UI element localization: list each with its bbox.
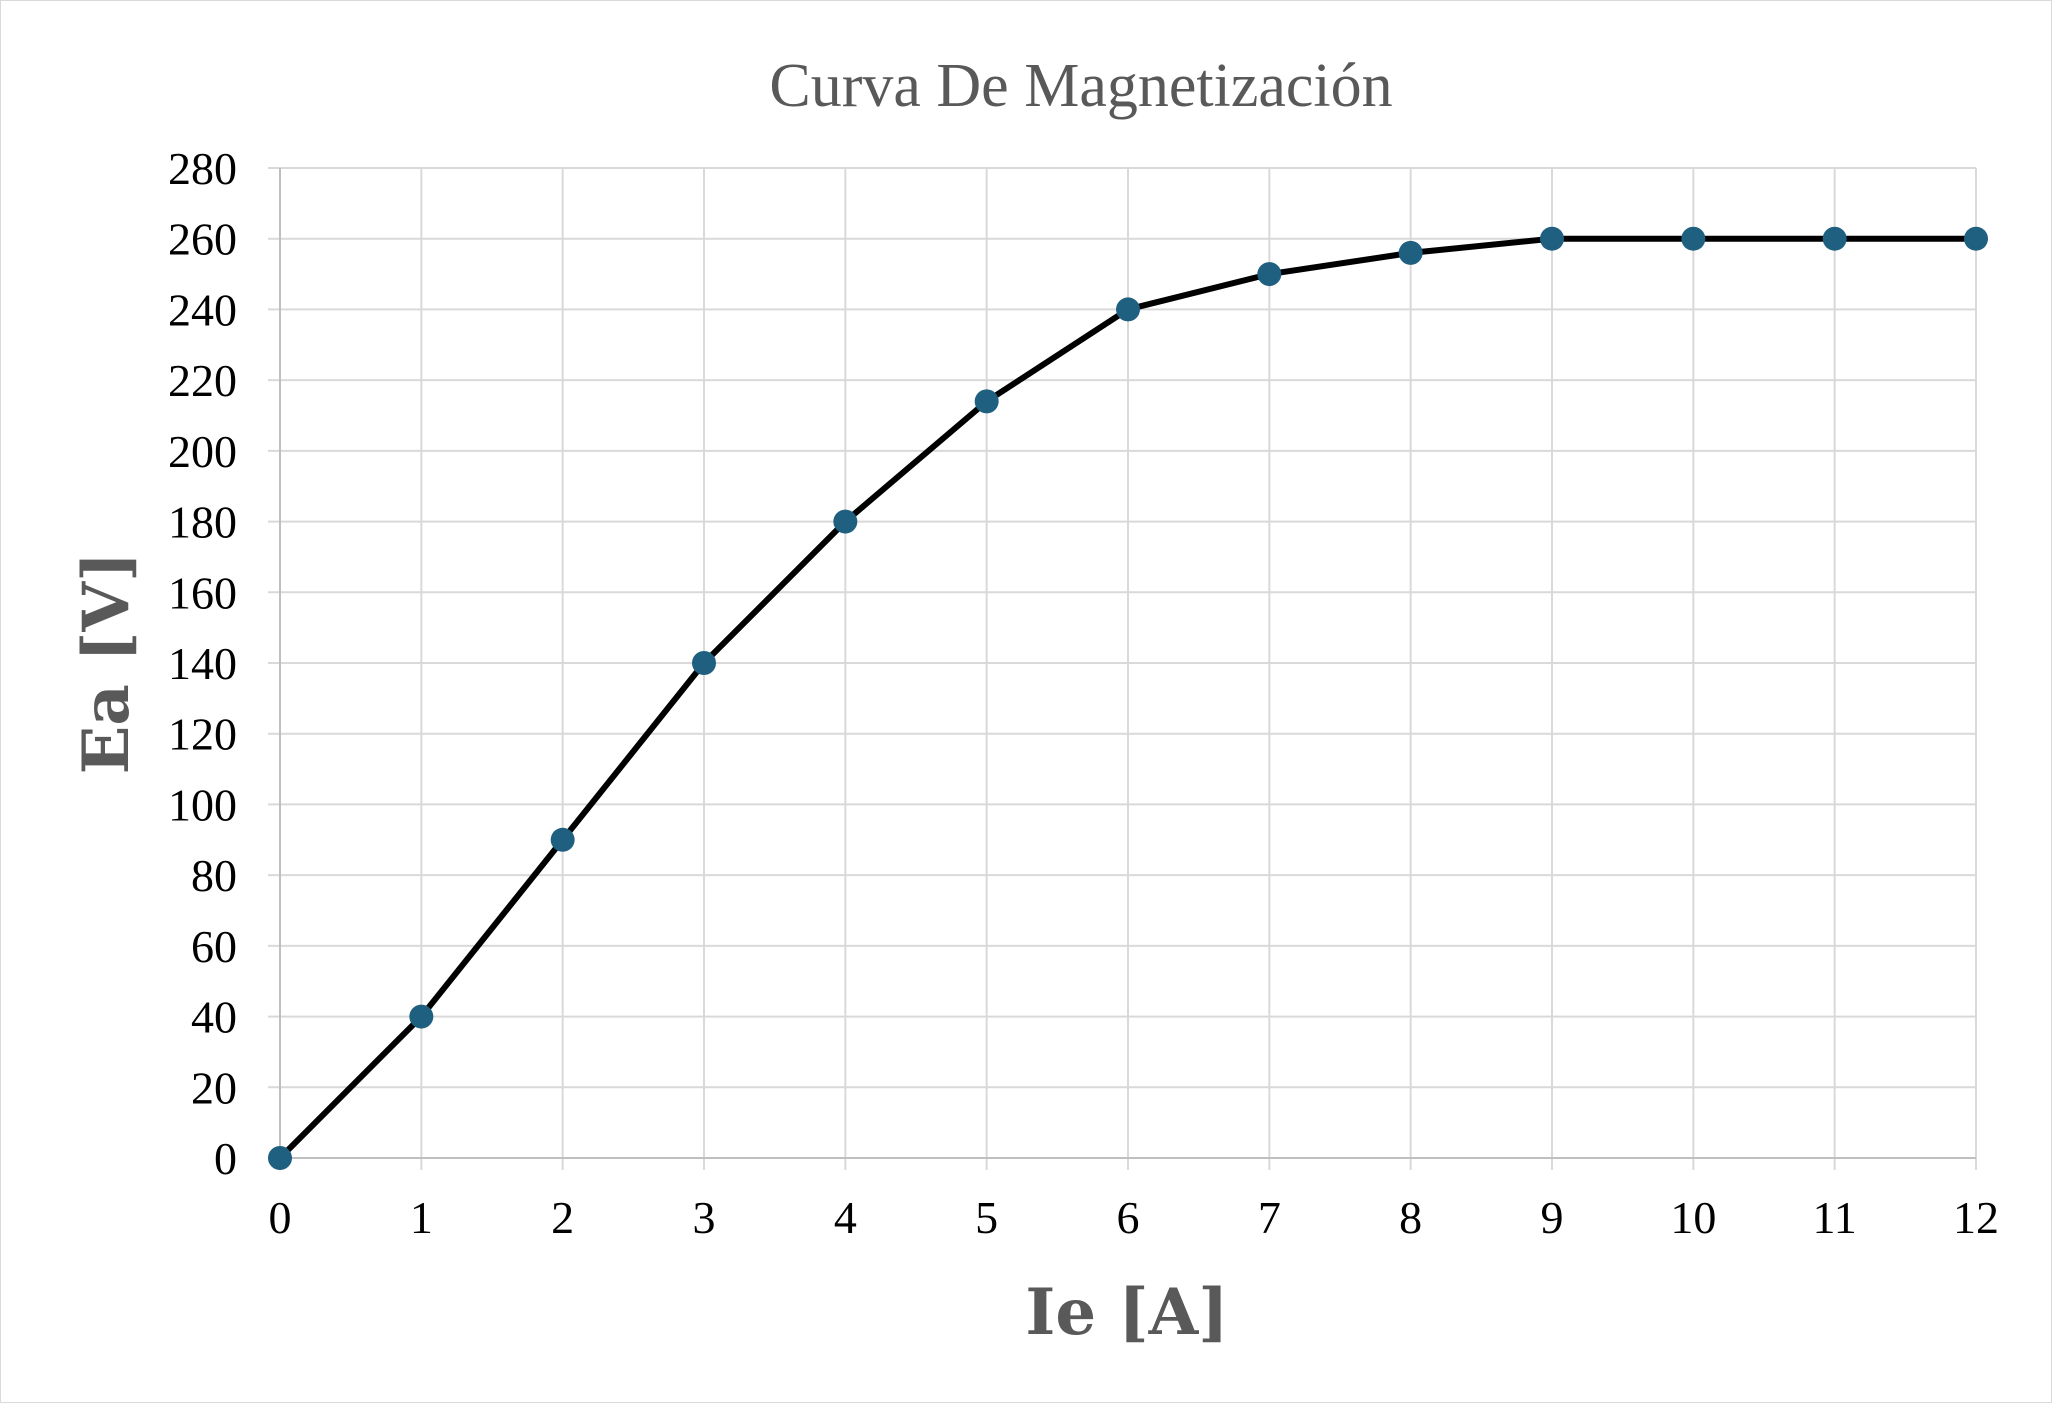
y-tick-label: 60 [191, 921, 237, 972]
y-tick-label: 220 [168, 355, 237, 406]
y-tick-label: 240 [168, 284, 237, 335]
y-tick-label: 180 [168, 497, 237, 548]
data-point [409, 1004, 434, 1029]
y-axis-title: Ea [V] [69, 552, 144, 775]
data-point [1116, 297, 1140, 322]
x-tick-label: 2 [551, 1192, 574, 1243]
data-point [833, 509, 858, 534]
x-tick-label: 1 [410, 1192, 433, 1243]
x-tick-label: 6 [1117, 1192, 1140, 1243]
x-tick-label: 0 [269, 1192, 292, 1243]
data-point [1540, 226, 1564, 251]
axes [268, 168, 1976, 1170]
data-point [692, 651, 716, 675]
y-tick-label: 0 [214, 1133, 237, 1184]
y-tick-label: 280 [168, 143, 237, 194]
x-tick-label: 10 [1670, 1192, 1716, 1243]
x-tick-label: 4 [834, 1192, 857, 1243]
y-tick-label: 100 [168, 779, 237, 830]
x-tick-label: 7 [1258, 1192, 1281, 1243]
x-tick-label: 8 [1399, 1192, 1422, 1243]
series-group [268, 226, 1988, 1170]
x-tick-label: 3 [693, 1192, 716, 1243]
x-tick-label: 11 [1813, 1192, 1857, 1243]
chart-title: Curva De Magnetización [769, 52, 1392, 120]
data-point [268, 1146, 292, 1170]
data-point [1257, 262, 1282, 287]
y-axis-ticks: 0 20 40 60 80 100 120 140 160 180 200 220 240 260 280 [168, 143, 237, 1184]
grid [268, 167, 1977, 1170]
data-point [1964, 226, 1988, 251]
y-tick-label: 260 [168, 214, 237, 265]
x-axis-title: Ie [A] [1025, 1275, 1228, 1350]
x-axis-ticks: 0 1 2 3 4 5 6 7 8 9 10 11 12 [269, 1192, 2000, 1243]
data-point [1822, 226, 1847, 251]
y-tick-label: 120 [168, 709, 237, 760]
data-point [550, 827, 575, 852]
data-point [1398, 240, 1423, 265]
y-tick-label: 20 [191, 1062, 237, 1113]
y-tick-label: 140 [168, 638, 237, 689]
y-tick-label: 160 [168, 567, 237, 618]
x-tick-label: 12 [1953, 1192, 1999, 1243]
y-tick-label: 80 [191, 850, 237, 901]
y-tick-label: 40 [191, 992, 237, 1043]
x-tick-label: 9 [1541, 1192, 1564, 1243]
data-point [974, 389, 999, 414]
y-tick-label: 200 [168, 426, 237, 477]
x-tick-label: 5 [975, 1192, 998, 1243]
data-point [1681, 226, 1706, 251]
